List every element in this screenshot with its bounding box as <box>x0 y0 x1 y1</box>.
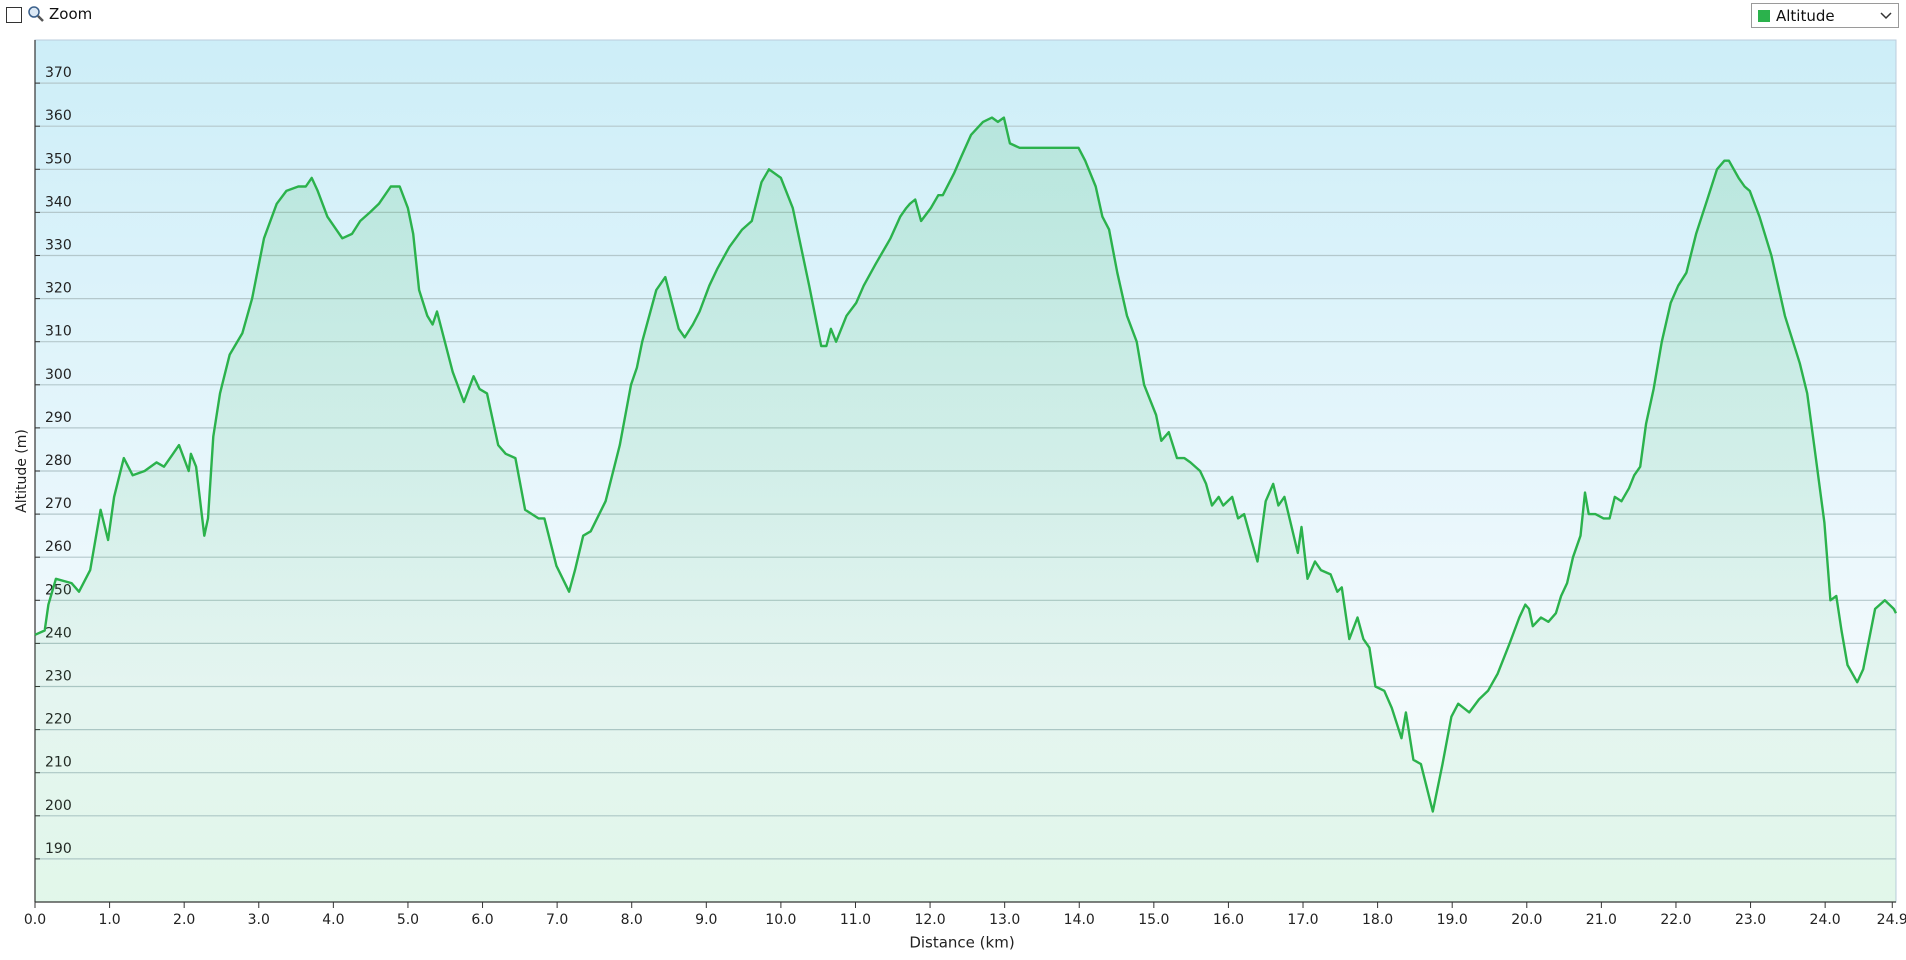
zoom-icon <box>28 6 44 22</box>
y-tick-label: 330 <box>45 238 72 254</box>
x-tick-label: 5.0 <box>397 912 419 928</box>
x-tick-label: 15.0 <box>1138 912 1169 928</box>
x-tick-label: 17.0 <box>1287 912 1318 928</box>
zoom-label: Zoom <box>49 5 93 23</box>
legend-label: Altitude <box>1776 7 1835 25</box>
x-tick-label: 21.0 <box>1586 912 1617 928</box>
x-tick-label: 16.0 <box>1213 912 1244 928</box>
x-tick-label: 24.0 <box>1810 912 1841 928</box>
x-tick-label: 10.0 <box>765 912 796 928</box>
y-tick-label: 360 <box>45 108 72 124</box>
x-tick-label: 11.0 <box>840 912 871 928</box>
x-tick-label: 3.0 <box>248 912 270 928</box>
y-tick-label: 290 <box>45 410 72 426</box>
x-tick-label: 6.0 <box>471 912 493 928</box>
y-tick-label: 370 <box>45 65 72 81</box>
x-tick-label: 14.0 <box>1064 912 1095 928</box>
y-axis-label: Altitude (m) <box>14 429 30 513</box>
x-tick-label: 0.0 <box>24 912 46 928</box>
line <box>34 116 1898 813</box>
y-tick-label: 320 <box>45 281 72 297</box>
y-tick-label: 260 <box>45 539 72 555</box>
legend-swatch <box>1758 10 1770 22</box>
x-tick-label: 12.0 <box>914 912 945 928</box>
x-tick-label: 4.0 <box>322 912 344 928</box>
y-tick-label: 300 <box>45 367 72 383</box>
y-tick-label: 340 <box>45 194 72 210</box>
x-tick-label: 20.0 <box>1511 912 1542 928</box>
x-tick-label: 2.0 <box>173 912 195 928</box>
x-tick-label: 9.0 <box>695 912 717 928</box>
x-tick-label: 19.0 <box>1437 912 1468 928</box>
y-tick-label: 310 <box>45 324 72 340</box>
x-axis-label: Distance (km) <box>909 934 1014 952</box>
area-fill <box>35 117 1896 903</box>
x-tick-label: 1.0 <box>98 912 120 928</box>
y-tick-label: 280 <box>45 453 72 469</box>
x-tick-label: 23.0 <box>1735 912 1766 928</box>
zoom-checkbox[interactable] <box>6 7 22 23</box>
y-tick-label: 270 <box>45 496 72 512</box>
series-selector[interactable]: Altitude <box>1751 3 1899 28</box>
dropdown-arrow <box>1880 12 1892 20</box>
x-tick-label: 7.0 <box>546 912 568 928</box>
x-tick-label: 13.0 <box>989 912 1020 928</box>
y-tick-label: 350 <box>45 151 72 167</box>
x-tick-label: 24.9 <box>1877 912 1906 928</box>
x-tick-label: 8.0 <box>621 912 643 928</box>
x-tick-label: 18.0 <box>1362 912 1393 928</box>
x-tick-label: 22.0 <box>1660 912 1691 928</box>
